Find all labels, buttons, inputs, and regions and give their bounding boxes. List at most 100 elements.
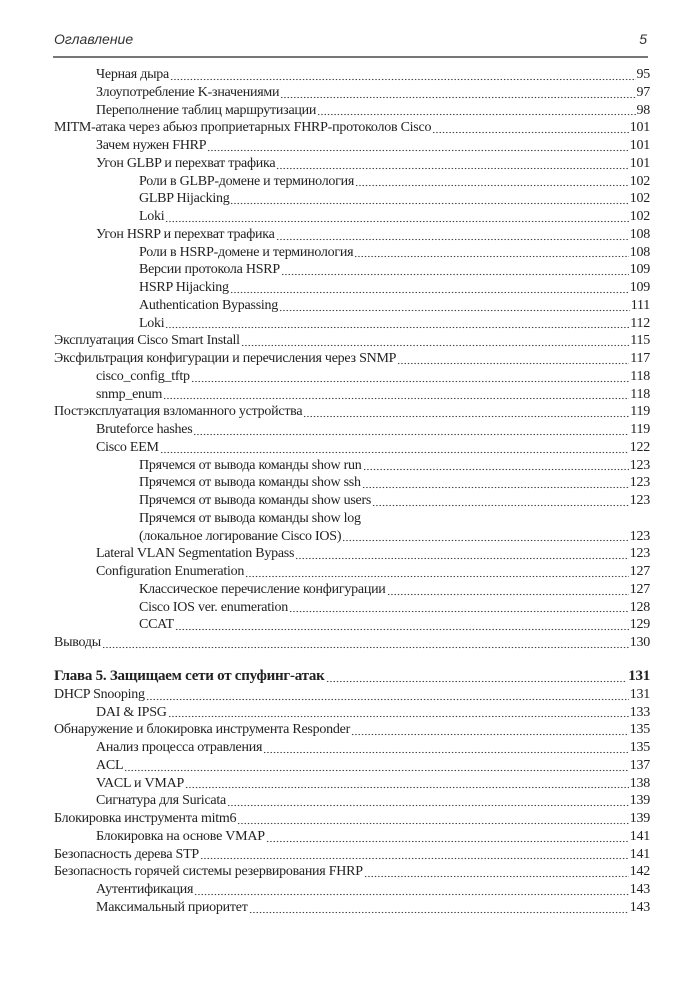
toc-entry[interactable]: Bruteforce hashes 119 xyxy=(54,421,650,439)
dot-leader xyxy=(263,739,629,754)
dot-leader xyxy=(342,528,629,543)
toc-entry-title: Обнаружение и блокировка инструмента Res… xyxy=(54,722,350,738)
toc-entry-title: Версии протокола HSRP xyxy=(139,262,280,278)
toc-entry-title: Зачем нужен FHRP xyxy=(96,138,207,153)
toc-entry[interactable]: snmp_enum 118 xyxy=(54,386,650,404)
toc-entry[interactable]: Loki 102 xyxy=(54,208,650,226)
toc-entry-page: 115 xyxy=(630,333,650,349)
toc-entry[interactable]: HSRP Hijacking 109 xyxy=(54,279,650,297)
toc-entry-title: Bruteforce hashes xyxy=(96,422,193,437)
toc-entry-title: Configuration Enumeration xyxy=(96,564,245,579)
toc-entry[interactable]: Cisco IOS ver. enumeration 128 xyxy=(54,599,650,617)
toc-entry-page: 141 xyxy=(629,846,651,862)
dot-leader xyxy=(230,191,629,205)
toc-entry[interactable]: Злоупотребление K-значениями 97 xyxy=(54,84,650,102)
dot-leader xyxy=(372,492,629,507)
toc-entry[interactable]: Классическое перечисление конфигурации 12… xyxy=(54,581,650,599)
toc-entry[interactable]: MITM-атака через абьюз проприетарных FHR… xyxy=(54,119,650,137)
toc-entry-page: 135 xyxy=(629,722,651,738)
toc-entry[interactable]: CCAT 129 xyxy=(54,616,650,634)
toc-entry-page: 102 xyxy=(629,173,651,189)
toc-entry-title: Анализ процесса отравления xyxy=(96,740,263,755)
toc-entry-page: 123 xyxy=(629,457,651,473)
toc-entry[interactable]: (локальное логирование Cisco IOS) 123 xyxy=(54,528,650,546)
toc-entry[interactable]: Роли в HSRP-домене и терминология 108 xyxy=(54,244,650,262)
toc-entry[interactable]: VACL и VMAP 138 xyxy=(54,775,650,793)
dot-leader xyxy=(265,828,629,843)
toc-entry-title: Блокировка инструмента mitm6 xyxy=(54,811,237,826)
toc-entry[interactable]: Loki 112 xyxy=(54,315,650,333)
dot-leader xyxy=(101,634,629,649)
toc-entry[interactable]: Зачем нужен FHRP 101 xyxy=(54,137,650,155)
toc-entry[interactable]: Переполнение таблиц маршрутизации 98 xyxy=(54,102,650,120)
toc-entry[interactable]: Безопасность дерева STP 141 xyxy=(54,846,650,864)
toc-entry[interactable]: Эксфильтрация конфигурации и перечислени… xyxy=(54,350,650,368)
toc-entry[interactable]: Обнаружение и блокировка инструмента Res… xyxy=(54,721,650,739)
toc-entry[interactable]: Блокировка на основе VMAP 141 xyxy=(54,828,650,846)
dot-leader xyxy=(289,599,629,614)
toc-entry[interactable]: Прячемся от вывода команды show run 123 xyxy=(54,457,650,475)
toc-entry[interactable]: Версии протокола HSRP 109 xyxy=(54,261,650,279)
toc-entry[interactable]: DAI & IPSG 133 xyxy=(54,704,650,722)
toc-entry[interactable]: Роли в GLBP-домене и терминология 102 xyxy=(54,173,650,191)
toc-entry-title: MITM-атака через абьюз проприетарных FHR… xyxy=(54,120,432,136)
toc-entry[interactable]: Cisco EEM 122 xyxy=(54,439,650,457)
toc-entry-page: 137 xyxy=(629,757,651,773)
dot-leader xyxy=(169,66,636,81)
toc-entry[interactable]: GLBP Hijacking 102 xyxy=(54,190,650,208)
dot-leader xyxy=(351,722,629,736)
toc-entry-title: Черная дыра xyxy=(96,67,169,82)
toc-entry[interactable]: ACL 137 xyxy=(54,757,650,775)
toc-entry[interactable]: Authentication Bypassing 111 xyxy=(54,297,650,315)
toc-entry-title: cisco_config_tftp xyxy=(96,368,190,384)
toc-entry-title: Роли в GLBP-домене и терминология xyxy=(139,173,355,189)
toc-entry-page: 138 xyxy=(629,775,651,791)
header-title: Оглавление xyxy=(54,31,134,47)
toc-entry[interactable]: Черная дыра 95 xyxy=(54,66,650,84)
toc-entry[interactable]: DHCP Snooping 131 xyxy=(54,686,650,704)
toc-entry[interactable]: Аутентификация 143 xyxy=(54,881,650,899)
toc-chapter-entry[interactable]: Глава 5. Защищаем сети от спуфинг-атак 13… xyxy=(54,666,650,686)
toc-entry[interactable]: Эксплуатация Cisco Smart Install 115 xyxy=(54,332,650,350)
toc-entry-title: Сигнатура для Suricata xyxy=(96,793,226,809)
toc-entry[interactable]: Выводы 130 xyxy=(54,634,650,652)
toc-entry[interactable]: Угон HSRP и перехват трафика 108 xyxy=(54,226,650,244)
toc-entry-title: Loki xyxy=(139,209,165,224)
toc-entry[interactable]: Постэксплуатация взломанного устройства 1… xyxy=(54,403,650,421)
toc-entry-page: 123 xyxy=(629,475,651,491)
dot-leader xyxy=(240,333,630,347)
dot-leader xyxy=(190,368,630,383)
toc-entry[interactable]: Безопасность горячей системы резервирова… xyxy=(54,863,650,881)
toc-entry-page: 123 xyxy=(629,528,651,544)
toc-entry[interactable]: Прячемся от вывода команды show ssh 123 xyxy=(54,474,650,492)
toc-entry-page: 101 xyxy=(629,120,651,136)
dot-leader xyxy=(165,315,630,330)
toc-entry[interactable]: Анализ процесса отравления 135 xyxy=(54,739,650,757)
toc-entry-title: Классическое перечисление конфигурации xyxy=(139,581,386,597)
toc-entry[interactable]: cisco_config_tftp 118 xyxy=(54,368,650,386)
toc-entry[interactable]: Lateral VLAN Segmentation Bypass 123 xyxy=(54,545,650,563)
toc-entry-title: DAI & IPSG xyxy=(96,704,167,720)
toc-entry-title: Аутентификация xyxy=(96,882,194,897)
toc-entry-page: 118 xyxy=(630,386,650,402)
toc-entry-title: Прячемся от вывода команды show users xyxy=(139,493,372,508)
dot-leader xyxy=(354,244,629,259)
toc-entry-title: GLBP Hijacking xyxy=(139,191,230,207)
toc-entry[interactable]: Блокировка инструмента mitm6 139 xyxy=(54,810,650,828)
toc-entry-title: Эксплуатация Cisco Smart Install xyxy=(54,333,240,349)
toc-entry-page: 122 xyxy=(629,439,651,455)
toc-entry[interactable]: Сигнатура для Suricata 139 xyxy=(54,792,650,810)
toc-entry[interactable]: Прячемся от вывода команды show users 123 xyxy=(54,492,650,510)
toc-entry-page: 117 xyxy=(630,351,650,366)
toc-entry[interactable]: Configuration Enumeration 127 xyxy=(54,563,650,581)
toc-entry-page: 112 xyxy=(630,315,650,331)
toc-entry-page: 135 xyxy=(629,740,651,755)
toc-entry[interactable]: Максимальный приоритет 143 xyxy=(54,899,650,917)
toc-entry-page: 102 xyxy=(629,191,651,207)
toc-entry[interactable]: Угон GLBP и перехват трафика 101 xyxy=(54,155,650,173)
toc-entry-page: 133 xyxy=(629,704,651,720)
toc-entry-title: Угон HSRP и перехват трафика xyxy=(96,226,275,242)
dot-leader xyxy=(248,899,629,914)
toc-entry-page: 111 xyxy=(630,297,650,313)
dot-leader xyxy=(275,226,629,241)
